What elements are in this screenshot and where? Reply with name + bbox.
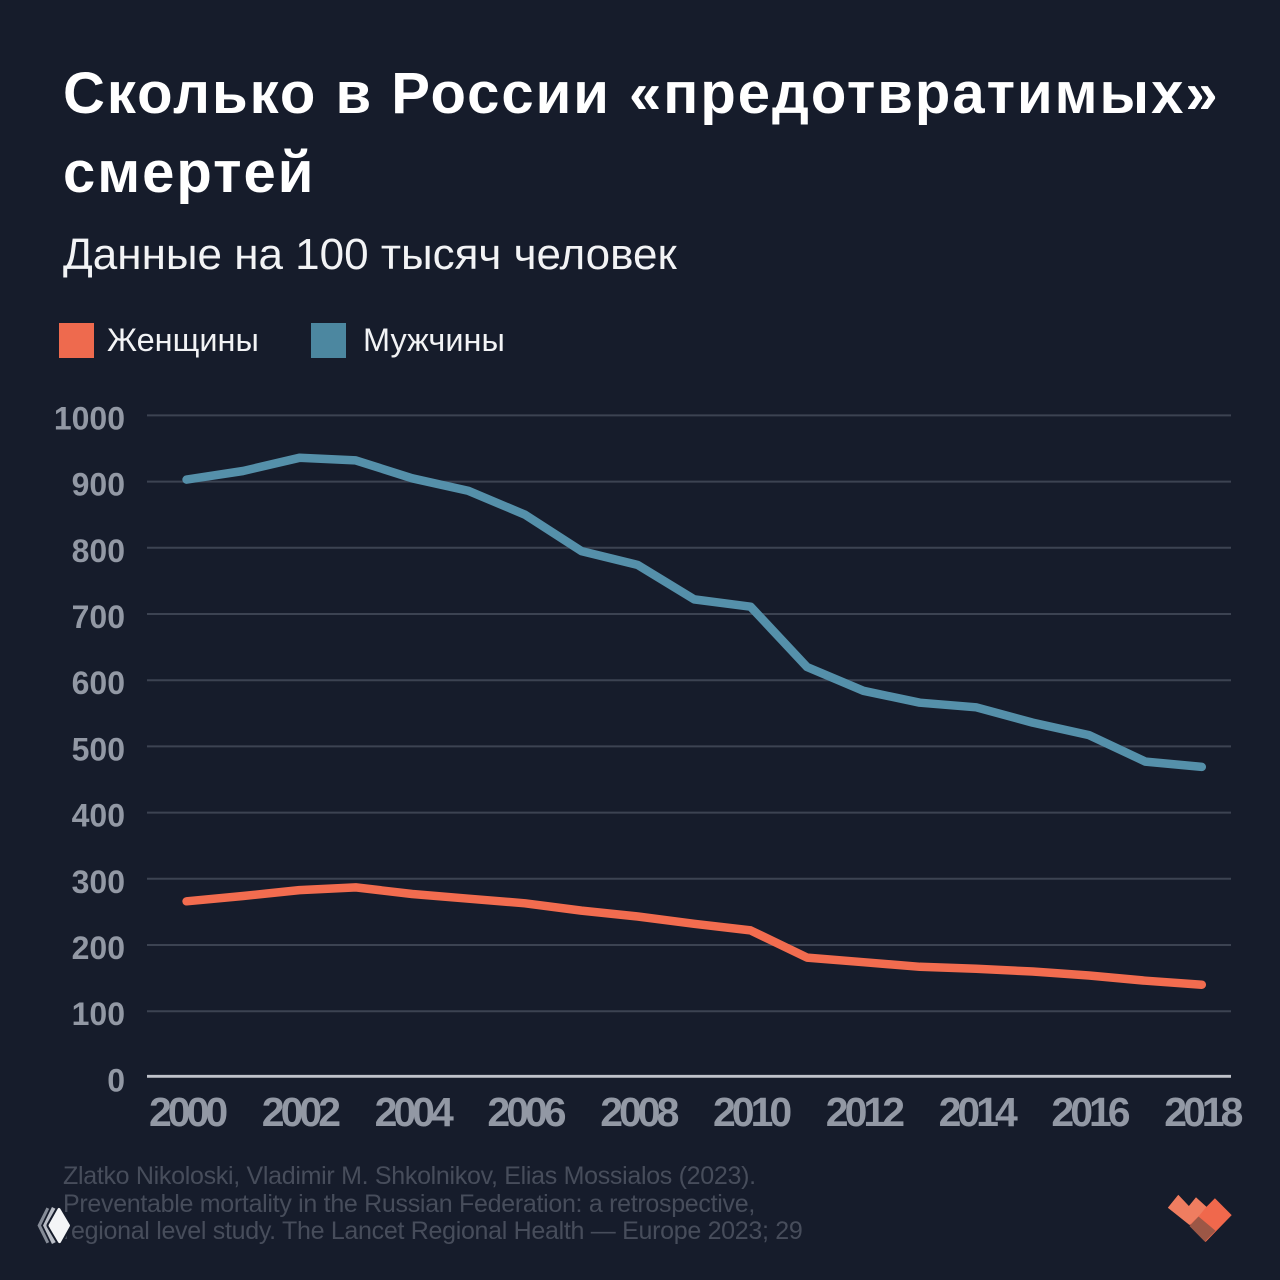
svg-text:2016: 2016: [1051, 1089, 1129, 1135]
svg-text:2000: 2000: [149, 1089, 227, 1135]
svg-text:500: 500: [72, 731, 125, 767]
svg-text:2002: 2002: [262, 1089, 340, 1135]
svg-text:900: 900: [72, 467, 125, 503]
svg-text:2014: 2014: [939, 1089, 1018, 1135]
svg-text:2006: 2006: [487, 1089, 565, 1135]
svg-text:0: 0: [107, 1062, 125, 1098]
svg-text:400: 400: [72, 798, 125, 834]
svg-text:200: 200: [72, 930, 125, 966]
svg-text:2010: 2010: [713, 1089, 791, 1135]
svg-text:100: 100: [72, 996, 125, 1032]
svg-text:600: 600: [72, 665, 125, 701]
svg-text:2012: 2012: [826, 1089, 904, 1135]
svg-text:1000: 1000: [54, 400, 125, 436]
svg-text:800: 800: [72, 533, 125, 569]
svg-text:700: 700: [72, 599, 125, 635]
svg-text:2008: 2008: [600, 1089, 678, 1135]
svg-text:2018: 2018: [1164, 1089, 1242, 1135]
svg-text:2004: 2004: [375, 1089, 454, 1135]
svg-text:300: 300: [72, 864, 125, 900]
